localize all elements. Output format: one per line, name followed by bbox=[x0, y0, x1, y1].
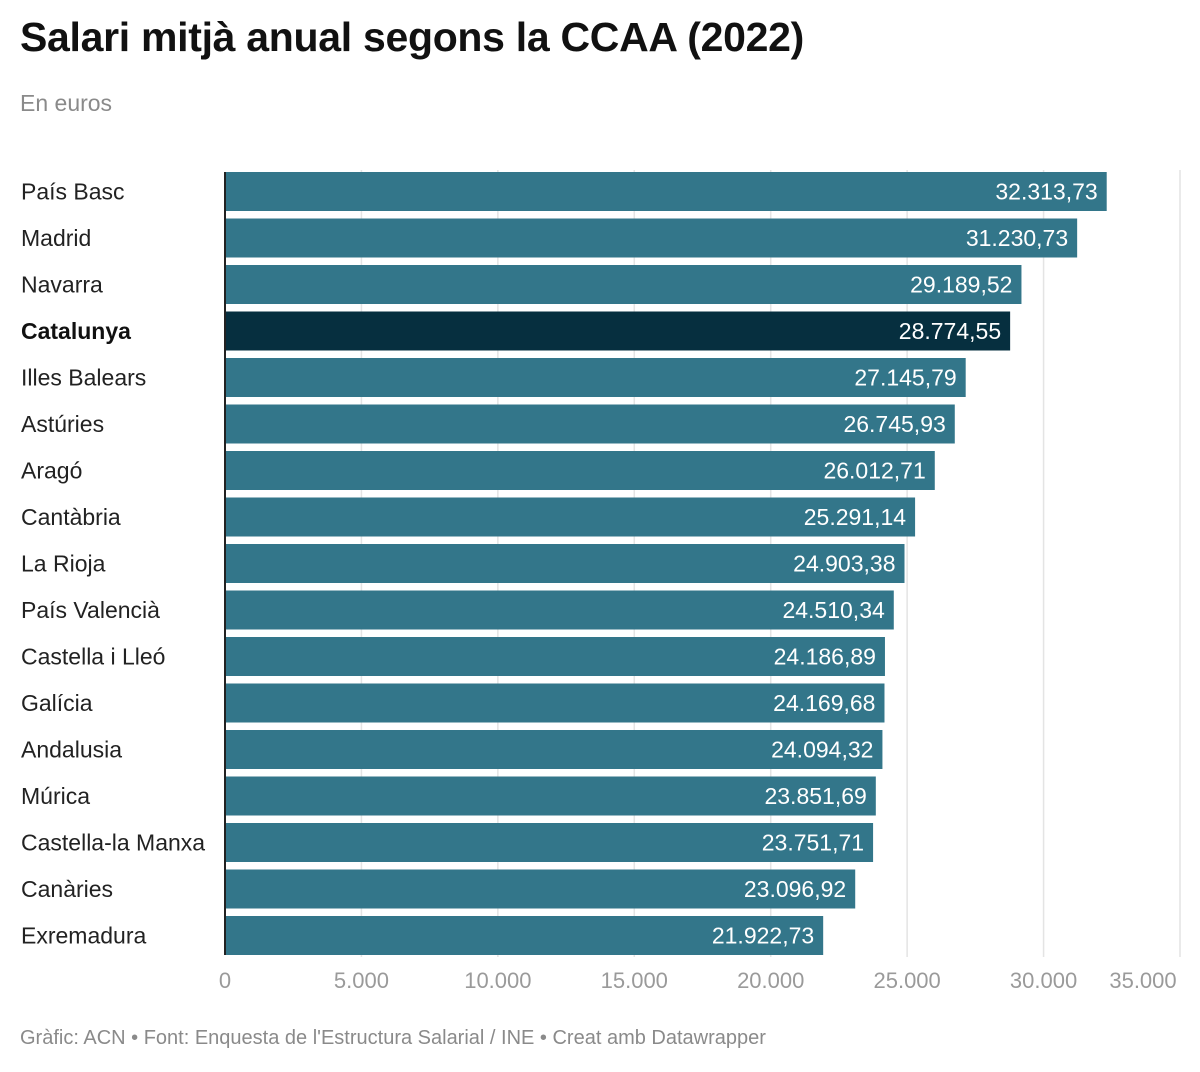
category-labels: País Basc Madrid Navarra Catalunya Illes Bal… bbox=[21, 179, 205, 949]
bar bbox=[225, 404, 955, 444]
chart-subtitle: En euros bbox=[20, 90, 113, 116]
x-tick-label: 5.000 bbox=[334, 968, 389, 993]
value-label: 29.189,52 bbox=[910, 272, 1012, 298]
value-label: 24.186,89 bbox=[774, 644, 876, 670]
bar bbox=[225, 637, 885, 676]
bar bbox=[225, 265, 1022, 304]
chart-title: Salari mitjà anual segons la CCAA (2022) bbox=[20, 14, 804, 60]
category-label: Illes Balears bbox=[21, 365, 146, 391]
bar bbox=[225, 869, 856, 909]
category-label: Castella i Lleó bbox=[21, 644, 165, 670]
x-tick-label: 10.000 bbox=[464, 968, 531, 993]
bar bbox=[225, 590, 894, 630]
category-label: Castella-la Manxa bbox=[21, 830, 205, 856]
bar bbox=[225, 776, 876, 816]
value-label: 24.094,32 bbox=[771, 737, 873, 763]
x-tick-label: 15.000 bbox=[601, 968, 668, 993]
category-label: País Valencià bbox=[21, 597, 160, 623]
value-label: 24.169,68 bbox=[773, 690, 875, 716]
value-label: 26.012,71 bbox=[823, 458, 925, 484]
category-label: Madrid bbox=[21, 225, 91, 251]
x-tick-label: 0 bbox=[219, 968, 231, 993]
value-label: 21.922,73 bbox=[712, 923, 814, 949]
bar bbox=[225, 497, 916, 537]
bar bbox=[225, 916, 824, 955]
bar bbox=[225, 544, 905, 583]
category-label: Cantàbria bbox=[21, 504, 121, 530]
category-label: La Rioja bbox=[21, 551, 106, 577]
x-axis-ticks: 0 5.000 10.000 15.000 20.000 25.000 30.000 35.0… bbox=[219, 968, 1177, 993]
category-label: Galícia bbox=[21, 690, 93, 716]
value-label: 31.230,73 bbox=[966, 225, 1068, 251]
category-label: Canàries bbox=[21, 876, 113, 902]
x-tick-label: 20.000 bbox=[737, 968, 804, 993]
value-labels: 32.313,73 31.230,73 29.189,52 28.774,55 27.1… bbox=[712, 179, 1098, 949]
bar bbox=[225, 823, 874, 862]
chart-footer: Gràfic: ACN • Font: Enquesta de l'Estruc… bbox=[20, 1027, 766, 1049]
value-label: 28.774,55 bbox=[899, 318, 1001, 344]
value-label: 27.145,79 bbox=[854, 365, 956, 391]
category-label: Aragó bbox=[21, 458, 82, 484]
category-label: Andalusia bbox=[21, 737, 122, 763]
value-label: 25.291,14 bbox=[804, 504, 907, 530]
bar bbox=[225, 358, 966, 397]
bars bbox=[225, 172, 1107, 955]
bar bbox=[225, 683, 885, 723]
x-tick-label: 25.000 bbox=[873, 968, 940, 993]
bar bbox=[225, 218, 1078, 258]
value-label: 23.751,71 bbox=[762, 830, 864, 856]
bar bbox=[225, 311, 1011, 351]
value-label: 24.903,38 bbox=[793, 551, 895, 577]
value-label: 32.313,73 bbox=[995, 179, 1097, 205]
x-tick-label: 35.000 bbox=[1109, 968, 1176, 993]
category-label: Múrica bbox=[21, 783, 90, 809]
value-label: 24.510,34 bbox=[782, 597, 885, 623]
category-label: Astúries bbox=[21, 411, 104, 437]
bar bbox=[225, 172, 1107, 211]
value-label: 23.096,92 bbox=[744, 876, 846, 902]
category-label: Exremadura bbox=[21, 923, 146, 949]
x-tick-label: 30.000 bbox=[1010, 968, 1077, 993]
value-label: 26.745,93 bbox=[843, 411, 945, 437]
category-label: Catalunya bbox=[21, 318, 131, 344]
bar bbox=[225, 730, 883, 769]
value-label: 23.851,69 bbox=[764, 783, 866, 809]
category-label: País Basc bbox=[21, 179, 125, 205]
category-label: Navarra bbox=[21, 272, 103, 298]
bar bbox=[225, 451, 935, 490]
